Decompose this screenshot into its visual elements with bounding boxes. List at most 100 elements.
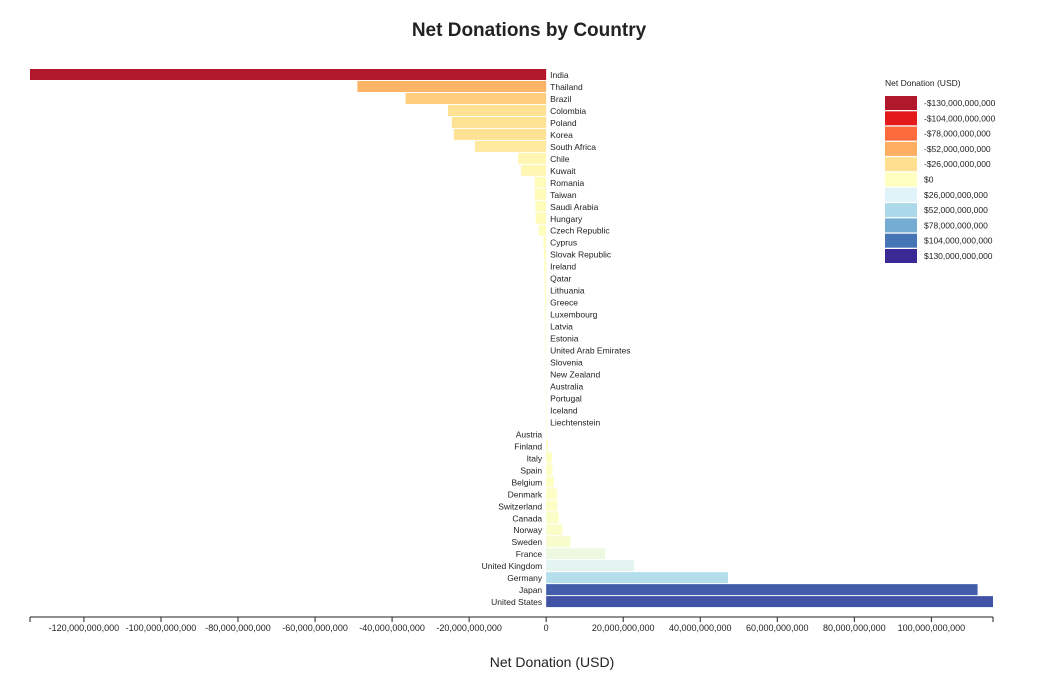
bar-poland xyxy=(451,116,547,128)
bar-united-states xyxy=(546,596,993,608)
x-tick-label: 60,000,000,000 xyxy=(746,623,809,633)
bar-united-kingdom xyxy=(546,560,634,572)
legend-label: $78,000,000,000 xyxy=(924,220,988,230)
legend-label: $130,000,000,000 xyxy=(924,251,993,261)
country-label: Ireland xyxy=(550,262,576,272)
x-tick-label: -60,000,000,000 xyxy=(282,623,348,633)
legend-label: $104,000,000,000 xyxy=(924,236,993,246)
x-tick-label: 80,000,000,000 xyxy=(823,623,886,633)
country-label: Sweden xyxy=(511,537,542,547)
country-label: Canada xyxy=(512,513,542,523)
country-label: Italy xyxy=(527,453,543,463)
country-label: Norway xyxy=(513,525,543,535)
legend-swatch xyxy=(885,96,917,110)
country-label: Korea xyxy=(550,130,573,140)
bar-kuwait xyxy=(521,164,547,176)
bar-denmark xyxy=(546,488,557,500)
country-label: Qatar xyxy=(550,274,571,284)
bar-lithuania xyxy=(544,284,547,296)
country-label: Switzerland xyxy=(498,501,542,511)
x-axis: -120,000,000,000 -100,000,000,000 -80,000,… xyxy=(29,616,994,633)
country-label: Finland xyxy=(514,441,542,451)
country-label: Iceland xyxy=(550,405,578,415)
x-tick-label: 40,000,000,000 xyxy=(669,623,732,633)
bar-belgium xyxy=(546,476,554,488)
bar-hungary xyxy=(535,212,547,224)
country-label: Germany xyxy=(507,573,543,583)
bar-india xyxy=(30,69,547,80)
bar-norway xyxy=(546,524,563,536)
legend-swatch xyxy=(885,172,917,187)
country-label: France xyxy=(516,549,543,559)
bar-south-africa xyxy=(474,140,547,152)
legend-label: -$26,000,000,000 xyxy=(924,159,991,169)
bar-portugal xyxy=(545,392,547,404)
country-label: South Africa xyxy=(550,142,596,152)
legend-swatch xyxy=(885,203,917,218)
bar-latvia xyxy=(545,320,547,332)
country-label: Belgium xyxy=(511,477,542,487)
bar-united-arab-emirates xyxy=(545,344,547,356)
country-label: Portugal xyxy=(550,393,582,403)
country-label: Cyprus xyxy=(550,238,577,248)
legend-title: Net Donation (USD) xyxy=(885,78,961,88)
x-tick-label: -120,000,000,000 xyxy=(49,623,120,633)
country-label: Lithuania xyxy=(550,286,585,296)
country-label: Colombia xyxy=(550,106,586,116)
country-label: United States xyxy=(491,597,542,607)
x-tick-label: -80,000,000,000 xyxy=(205,623,271,633)
bar-thailand xyxy=(357,80,547,92)
country-label: United Arab Emirates xyxy=(550,346,630,356)
x-tick-label: 100,000,000,000 xyxy=(898,623,966,633)
x-tick-label: 0 xyxy=(544,623,549,633)
bar-qatar xyxy=(544,272,547,284)
country-label: Slovak Republic xyxy=(550,250,612,260)
legend-swatch xyxy=(885,126,917,141)
legend-swatch xyxy=(885,249,917,263)
bars-group xyxy=(30,69,993,608)
country-label: Japan xyxy=(519,585,542,595)
legend-label: $0 xyxy=(924,175,934,185)
bar-saudi-arabia xyxy=(535,200,547,212)
country-label: Brazil xyxy=(550,94,571,104)
bar-colombia xyxy=(447,104,547,116)
legend-label: -$130,000,000,000 xyxy=(924,98,996,108)
bar-finland xyxy=(546,440,549,452)
bar-cyprus xyxy=(543,236,547,248)
country-label: Liechtenstein xyxy=(550,417,600,427)
country-label: Hungary xyxy=(550,214,583,224)
x-tick-label: -40,000,000,000 xyxy=(359,623,425,633)
legend-swatch xyxy=(885,233,917,248)
legend-label: -$52,000,000,000 xyxy=(924,144,991,154)
bar-slovenia xyxy=(545,356,547,368)
bar-switzerland xyxy=(546,500,558,512)
bar-sweden xyxy=(546,536,571,548)
legend-swatch xyxy=(885,157,917,172)
bar-italy xyxy=(546,452,552,464)
bar-new-zealand xyxy=(545,368,547,380)
legend-swatch xyxy=(885,111,917,126)
country-label: New Zealand xyxy=(550,369,600,379)
x-tick-label: -20,000,000,000 xyxy=(436,623,502,633)
bar-iceland xyxy=(545,404,547,416)
bar-austria xyxy=(546,428,547,440)
bar-czech-republic xyxy=(538,224,547,236)
legend-label: -$104,000,000,000 xyxy=(924,113,996,123)
country-label: Spain xyxy=(520,465,542,475)
bar-ireland xyxy=(544,260,547,272)
country-label: India xyxy=(550,70,569,80)
x-tick-label: 20,000,000,000 xyxy=(592,623,655,633)
legend: Net Donation (USD) -$130,000,000,000 -$10… xyxy=(885,78,996,263)
country-label: Estonia xyxy=(550,334,579,344)
country-label: Taiwan xyxy=(550,190,577,200)
bar-australia xyxy=(545,380,547,392)
legend-label: $52,000,000,000 xyxy=(924,205,988,215)
country-label: Denmark xyxy=(508,489,543,499)
country-label: Latvia xyxy=(550,322,573,332)
legend-swatch xyxy=(885,141,917,156)
legend-swatch xyxy=(885,218,917,233)
country-label: Czech Republic xyxy=(550,226,610,236)
country-label: Luxembourg xyxy=(550,310,598,320)
bar-germany xyxy=(546,572,728,584)
